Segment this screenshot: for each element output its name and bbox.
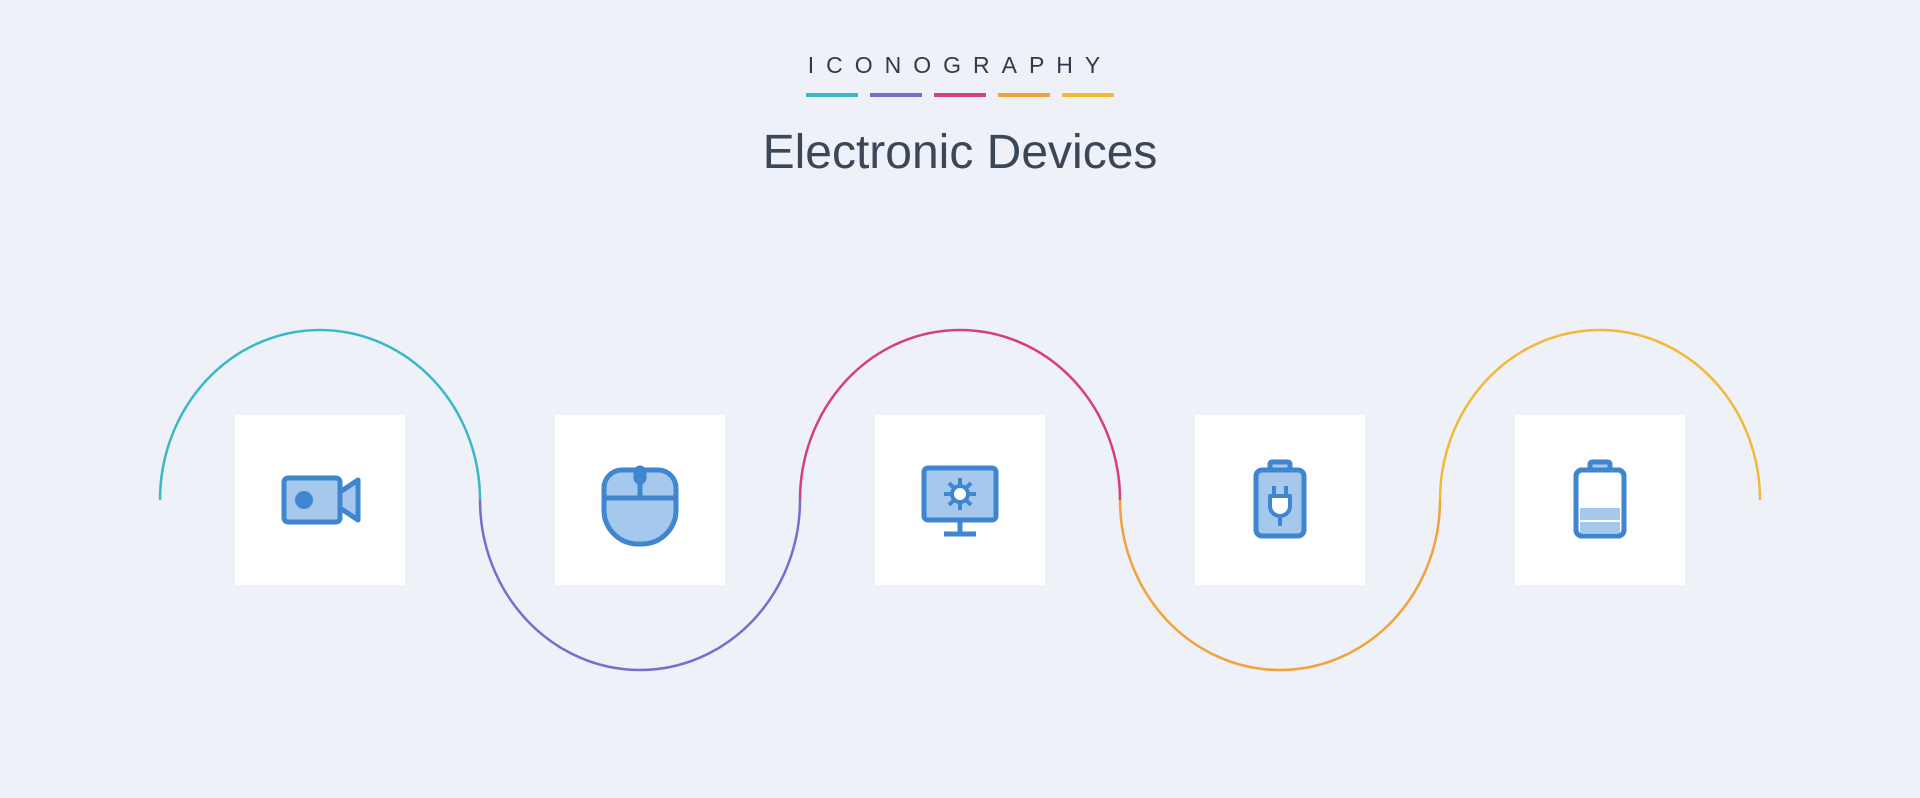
wave-path <box>0 0 1920 798</box>
